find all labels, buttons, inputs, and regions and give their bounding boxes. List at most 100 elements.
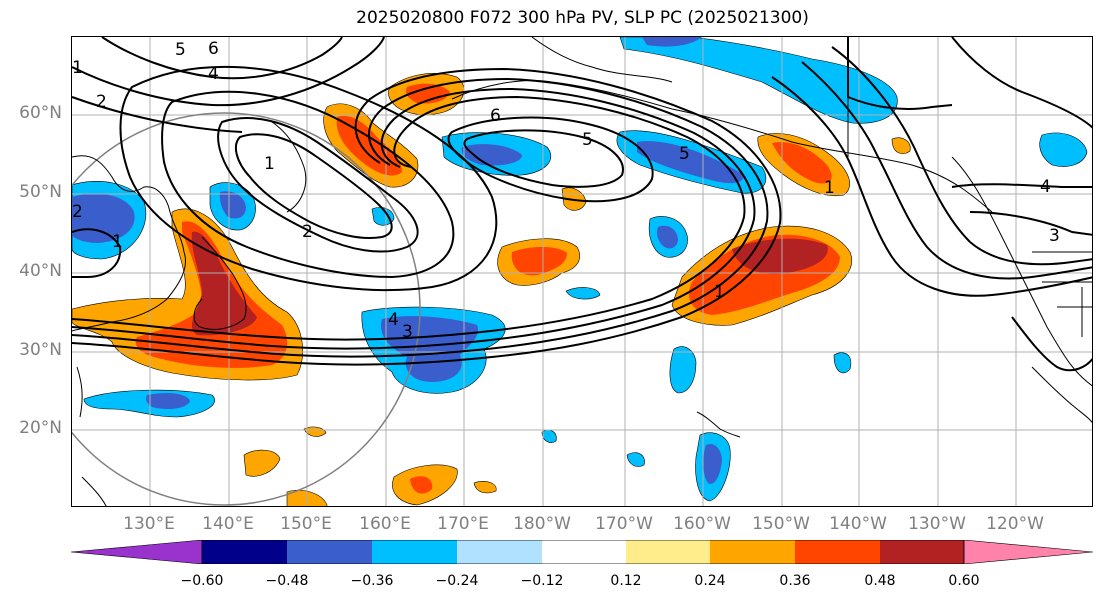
colorbar-bin: [795, 540, 880, 564]
lon-label-160w: 160°W: [673, 514, 731, 534]
lon-label-130e: 130°E: [123, 514, 175, 534]
pv-neg-core-hawaii-s: [703, 443, 722, 484]
lat-label-60n: 60°N: [19, 103, 62, 123]
contour-label: 6: [208, 39, 219, 59]
contour-label: 6: [490, 106, 501, 126]
contour-jet-1: [72, 95, 746, 341]
contour-jet-4: [72, 67, 782, 366]
lon-label-180w: 180°W: [513, 514, 571, 534]
colorbar-tick-label: −0.60: [180, 573, 224, 589]
colorbar-outline: [201, 540, 965, 564]
contour-east-4: [1011, 316, 1092, 372]
contour-label: 2: [302, 222, 313, 242]
pv-pos-blob-small-2: [243, 449, 281, 477]
map-plot: 6 5 4 2 1 2 1 2 4 3 6 5 5 1 1 4 3 1: [72, 37, 1092, 506]
pv-pos-mid-alaska: [772, 142, 832, 184]
contour-east-trough-2: [801, 61, 1092, 280]
colorbar-min-extend: [71, 540, 203, 564]
colorbar-tick-label: 0.12: [610, 573, 642, 589]
pv-neg-core-central: [381, 316, 479, 382]
contour-north-high-1: [447, 116, 654, 203]
contour-west-low-3: [161, 90, 455, 279]
graticule: [72, 37, 1092, 506]
contour-label: 5: [679, 144, 690, 164]
contour-label: 3: [1049, 226, 1060, 246]
colorbar-bin: [202, 540, 287, 564]
contour-label: 4: [208, 64, 219, 84]
colorbar-tick-label: −0.24: [435, 573, 479, 589]
slp-contours: [72, 37, 1092, 372]
contour-east-trough-1: [771, 76, 1092, 297]
pv-neg-core-north-1: [461, 144, 522, 166]
lon-label-150w: 150°W: [752, 514, 810, 534]
pv-neg-blob-small-5: [833, 352, 852, 374]
colorbar-bin: [542, 540, 626, 564]
pv-neg-core-arctic-top: [642, 37, 702, 47]
pv-positive-shading: [72, 73, 911, 506]
lon-label-140w: 140°W: [829, 514, 887, 534]
pv-neg-blob-small-4: [565, 287, 601, 300]
contour-top-west-3: [72, 96, 243, 133]
contour-east-2: [951, 183, 1092, 188]
contour-label: 1: [264, 154, 275, 174]
contour-east-1: [951, 37, 1092, 129]
pv-pos-core-japan: [191, 231, 257, 336]
colorbar-bin: [372, 540, 457, 564]
contour-label: 1: [824, 178, 835, 198]
pv-neg-core-north-2: [637, 141, 744, 184]
lon-label-150e: 150°E: [280, 514, 332, 534]
contour-label: 5: [175, 40, 186, 60]
contour-east-trough-3: [831, 46, 1092, 266]
contour-label: 1: [72, 58, 83, 78]
great-circle-ring: [72, 112, 421, 506]
contour-west-edge: [72, 228, 122, 278]
contour-top-west-2: [72, 37, 385, 107]
lon-label-120w: 120°W: [986, 514, 1044, 534]
colorbar-bin: [287, 540, 372, 564]
pv-pos-blob-small-3: [303, 426, 327, 437]
contour-north-high-2: [463, 129, 624, 188]
contour-label: 1: [714, 282, 725, 302]
pv-neg-blob-hawaii-n: [669, 346, 697, 394]
colorbar-tick-label: 0.48: [864, 573, 896, 589]
contour-east-3: [969, 211, 1092, 236]
colorbar-tick-label: 0.36: [779, 573, 811, 589]
map-title: 2025020800 F072 300 hPa PV, SLP PC (2025…: [356, 8, 809, 28]
pv-pos-mid-north-2: [406, 83, 450, 104]
lat-label-50n: 50°N: [19, 182, 62, 202]
colorbar: [71, 540, 1094, 564]
coast-mexico: [1031, 366, 1092, 424]
contour-label: 1: [112, 232, 123, 252]
coast-korea-japan: [193, 236, 247, 330]
lat-label-30n: 30°N: [19, 340, 62, 360]
map-panel: 6 5 4 2 1 2 1 2 4 3 6 5 5 1 1 4 3 1: [71, 36, 1093, 507]
colorbar-bin: [880, 540, 964, 564]
contour-label: 3: [402, 322, 413, 342]
contour-label: 2: [72, 202, 83, 222]
coast-hawaii: [696, 411, 741, 438]
colorbar-tick-label: −0.12: [520, 573, 564, 589]
colorbar-bin: [710, 540, 795, 564]
contour-top-west-1: [101, 37, 343, 80]
contour-west-low-1: [217, 117, 419, 253]
contour-label: 4: [1040, 177, 1051, 197]
lon-label-140e: 140°E: [202, 514, 254, 534]
pv-neg-core-subtropic-west: [146, 393, 190, 409]
contour-label: 4: [388, 310, 399, 330]
pv-pos-mid-small-4: [410, 476, 433, 494]
colorbar-max-extend: [963, 540, 1094, 564]
colorbar-bin: [457, 540, 542, 564]
contour-label: 5: [582, 130, 593, 150]
lat-label-40n: 40°N: [19, 261, 62, 281]
contour-north-box: [847, 37, 953, 110]
pv-neg-blob-east: [1039, 132, 1088, 167]
contour-labels: 6 5 4 2 1 2 1 2 4 3 6 5 5 1 1 4 3 1: [72, 39, 1060, 342]
colorbar-tick-label: 0.60: [948, 573, 980, 589]
pv-pos-blob-small-6: [473, 481, 497, 494]
pv-pos-mid-midpac: [511, 246, 567, 276]
colorbar-tick-label: −0.48: [265, 573, 309, 589]
pv-neg-blob-small-3: [626, 452, 645, 467]
coast-arctic: [531, 37, 673, 83]
pv-neg-core-mid: [657, 225, 678, 249]
colorbar-bin: [626, 540, 710, 564]
